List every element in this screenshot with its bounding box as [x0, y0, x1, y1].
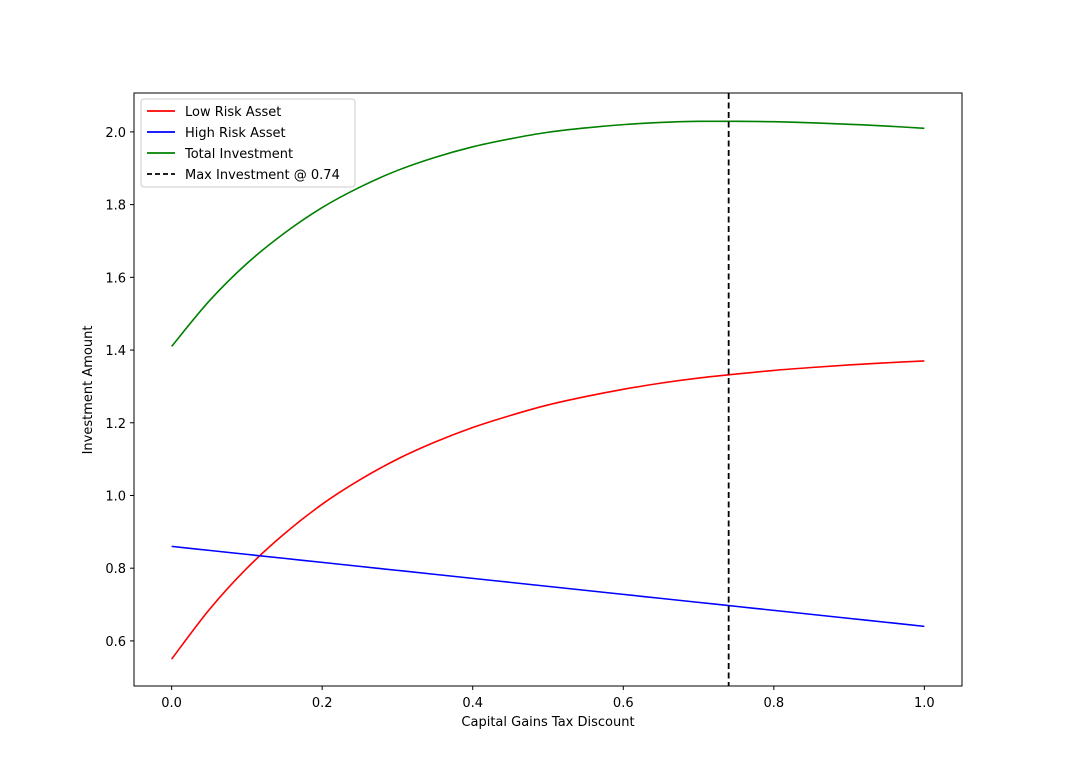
- x-tick-label: 0.2: [312, 696, 333, 711]
- series-layer: [171, 93, 925, 686]
- legend-label: Total Investment: [184, 147, 293, 162]
- x-axis-label: Capital Gains Tax Discount: [461, 715, 634, 730]
- legend-label: Max Investment @ 0.74: [185, 168, 340, 183]
- x-tick-label: 0.0: [161, 696, 182, 711]
- y-tick-label: 1.8: [105, 199, 126, 214]
- x-tick-label: 0.8: [763, 696, 784, 711]
- x-axis-ticks: 0.0 0.2 0.4 0.6 0.8 1.0: [161, 686, 935, 711]
- total-investment-line: [171, 120, 925, 347]
- legend-label: Low Risk Asset: [185, 105, 281, 120]
- legend: Low Risk Asset High Risk Asset Total Inves…: [140, 98, 356, 188]
- y-tick-label: 2.0: [105, 126, 126, 141]
- y-tick-label: 1.4: [105, 344, 126, 359]
- y-axis-label: Investment Amount: [81, 326, 96, 455]
- y-axis-ticks: 0.6 0.8 1.0 1.2 1.4 1.6 1.8 2.0: [105, 126, 134, 650]
- y-tick-label: 1.6: [105, 271, 126, 286]
- y-tick-label: 0.6: [105, 635, 126, 650]
- y-tick-label: 0.8: [105, 562, 126, 577]
- low-risk-asset-line: [171, 360, 925, 660]
- x-tick-label: 1.0: [914, 696, 935, 711]
- axes-frame: [133, 92, 963, 687]
- legend-label: High Risk Asset: [185, 126, 286, 141]
- y-tick-label: 1.2: [105, 417, 126, 432]
- legend-box: [140, 98, 356, 188]
- x-tick-label: 0.6: [613, 696, 634, 711]
- y-tick-label: 1.0: [105, 489, 126, 504]
- x-tick-label: 0.4: [462, 696, 483, 711]
- high-risk-asset-line: [171, 545, 925, 628]
